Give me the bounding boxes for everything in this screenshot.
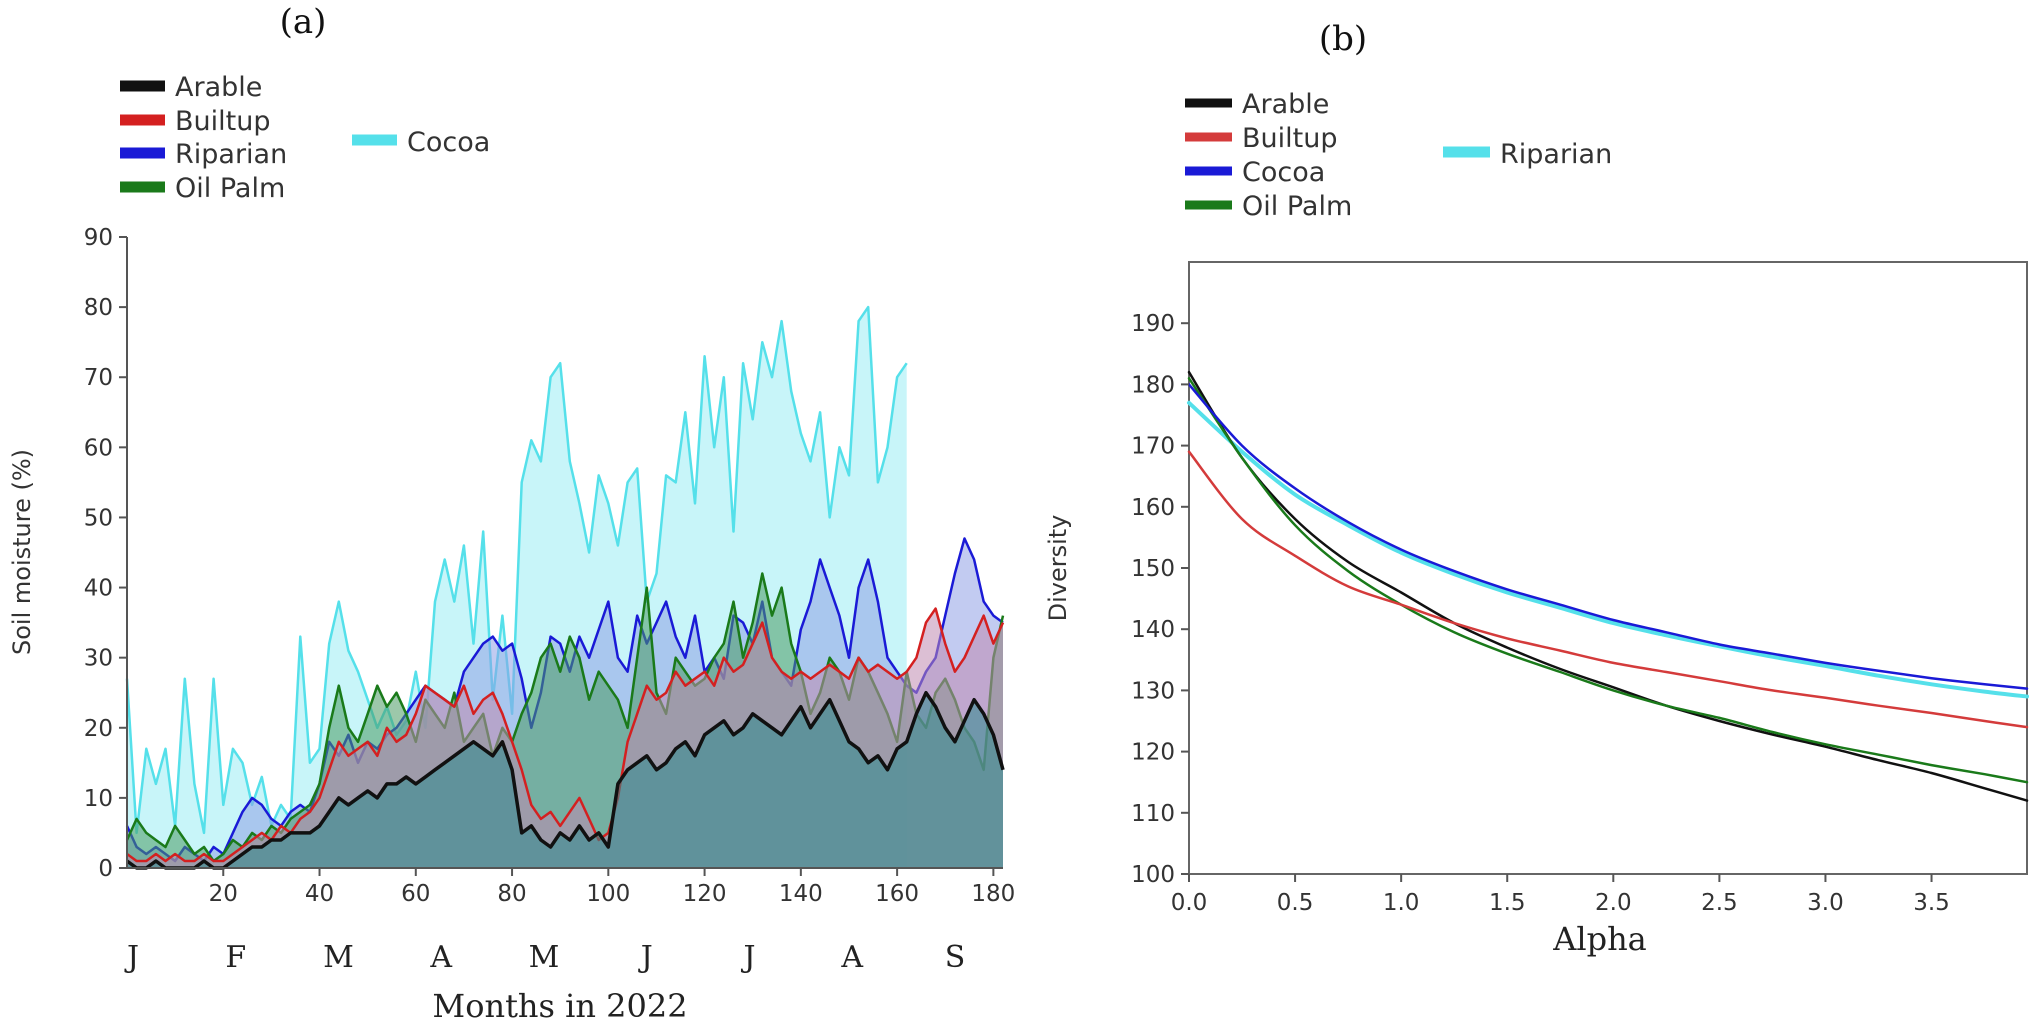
y-tick-label: 130 bbox=[1131, 678, 1175, 704]
x-tick-label: 0.5 bbox=[1277, 890, 1314, 916]
x-tick-label: 2.5 bbox=[1701, 890, 1738, 916]
panel-b-legend-item-riparian: Riparian bbox=[1443, 139, 1612, 170]
x-tick-label: 0.0 bbox=[1171, 890, 1208, 916]
x-tick-label: 1.0 bbox=[1383, 890, 1420, 916]
legend-label-riparian: Cocoa bbox=[407, 127, 490, 158]
y-tick-label: 120 bbox=[1131, 740, 1175, 766]
panel-b-label: (b) bbox=[1319, 19, 1367, 59]
panel-a-y-ticks: 0 10 20 30 40 50 60 70 80 90 bbox=[84, 225, 127, 882]
area-fill-arable bbox=[127, 692, 1003, 868]
month-label: M bbox=[529, 940, 560, 975]
legend-label-cocoa: Cocoa bbox=[1242, 157, 1325, 188]
y-tick-label: 110 bbox=[1131, 801, 1175, 827]
y-tick-label: 140 bbox=[1131, 617, 1175, 643]
y-tick-label: 170 bbox=[1131, 434, 1175, 460]
panel-a-legend-item-builtup: Builtup bbox=[120, 106, 270, 137]
y-tick-label: 190 bbox=[1131, 311, 1175, 337]
panel-a-legend-item-arable: Arable bbox=[120, 72, 262, 103]
panel-b-x-ticks: 0.0 0.5 1.0 1.5 2.0 2.5 3.0 3.5 bbox=[1171, 874, 1950, 916]
legend-label-oil-palm: Oil Palm bbox=[175, 173, 285, 204]
panel-b: (b) Arable Builtup Cocoa Oil Palm Ripari… bbox=[1044, 19, 2029, 958]
panel-a-legend-item-oil-palm: Oil Palm bbox=[120, 173, 285, 204]
panel-a-axes bbox=[126, 237, 1003, 869]
panel-b-legend: Arable Builtup Cocoa Oil Palm Riparian bbox=[1185, 89, 1612, 222]
series-line-riparian bbox=[1187, 400, 2029, 699]
x-tick-label: 3.0 bbox=[1807, 890, 1844, 916]
month-label: J bbox=[124, 940, 139, 975]
series-line-arable bbox=[1187, 370, 2029, 802]
x-tick-label: 120 bbox=[683, 881, 727, 907]
month-label: J bbox=[638, 940, 653, 975]
panel-a-y-axis-label: Soil moisture (%) bbox=[8, 449, 36, 655]
y-tick-label: 40 bbox=[84, 576, 113, 602]
panel-b-x-axis-label: Alpha bbox=[1552, 920, 1647, 958]
y-tick-label: 30 bbox=[84, 646, 113, 672]
y-tick-label: 160 bbox=[1131, 495, 1175, 521]
panel-b-plot-area bbox=[1187, 370, 2029, 802]
panel-a: (a) Arable Builtup Riparian Oil Palm Coc… bbox=[8, 2, 1015, 1021]
legend-label-oil-palm: Oil Palm bbox=[1242, 191, 1352, 222]
month-label: M bbox=[323, 940, 354, 975]
month-label: A bbox=[429, 940, 452, 975]
legend-label-builtup: Builtup bbox=[1242, 123, 1337, 154]
x-tick-label: 40 bbox=[305, 881, 334, 907]
panel-b-y-ticks: 100 110 120 130 140 150 160 170 180 190 bbox=[1131, 311, 1189, 888]
x-tick-label: 80 bbox=[497, 881, 526, 907]
y-tick-label: 100 bbox=[1131, 862, 1175, 888]
x-tick-label: 2.0 bbox=[1595, 890, 1632, 916]
y-tick-label: 20 bbox=[84, 716, 113, 742]
series-line-cocoa bbox=[1187, 383, 2029, 690]
panel-b-legend-item-arable: Arable bbox=[1185, 89, 1329, 120]
y-tick-label: 150 bbox=[1131, 556, 1175, 582]
panel-b-legend-item-oil-palm: Oil Palm bbox=[1185, 191, 1352, 222]
y-tick-label: 180 bbox=[1131, 372, 1175, 398]
panel-b-y-axis-label: Diversity bbox=[1044, 515, 1072, 622]
x-tick-label: 160 bbox=[875, 881, 919, 907]
x-tick-label: 180 bbox=[971, 881, 1015, 907]
panel-a-legend-item-cocoa: Riparian bbox=[120, 139, 287, 170]
series-line-riparian bbox=[125, 305, 908, 835]
panel-b-legend-item-cocoa: Cocoa bbox=[1185, 157, 1325, 188]
month-label: J bbox=[740, 940, 755, 975]
panel-b-legend-item-builtup: Builtup bbox=[1185, 123, 1337, 154]
x-tick-label: 140 bbox=[779, 881, 823, 907]
panel-a-x-axis-label: Months in 2022 bbox=[432, 987, 687, 1021]
legend-label-builtup: Builtup bbox=[175, 106, 270, 137]
y-tick-label: 60 bbox=[84, 435, 113, 461]
y-tick-label: 10 bbox=[84, 786, 113, 812]
x-tick-label: 100 bbox=[586, 881, 630, 907]
panel-a-label: (a) bbox=[280, 2, 327, 42]
series-line-arable bbox=[125, 690, 1005, 870]
y-tick-label: 80 bbox=[84, 295, 113, 321]
legend-label-cocoa: Riparian bbox=[175, 139, 287, 170]
month-label: A bbox=[840, 940, 863, 975]
month-label: S bbox=[945, 940, 966, 975]
legend-label-arable: Arable bbox=[175, 72, 262, 103]
panel-a-plot-area bbox=[125, 305, 1005, 870]
x-tick-label: 1.5 bbox=[1489, 890, 1526, 916]
series-line-oil-palm bbox=[1187, 377, 2029, 784]
x-tick-label: 20 bbox=[209, 881, 238, 907]
x-tick-label: 60 bbox=[401, 881, 430, 907]
panel-a-legend-item-riparian: Cocoa bbox=[352, 127, 490, 158]
series-line-builtup bbox=[1187, 450, 2029, 729]
y-tick-label: 70 bbox=[84, 365, 113, 391]
y-tick-label: 90 bbox=[84, 225, 113, 251]
y-tick-label: 0 bbox=[98, 856, 113, 882]
panel-a-legend: Arable Builtup Riparian Oil Palm Cocoa bbox=[120, 72, 490, 204]
panel-a-x-ticks: 20 40 60 80 100 120 140 160 180 bbox=[209, 868, 1015, 907]
x-tick-label: 3.5 bbox=[1913, 890, 1950, 916]
series-line-builtup bbox=[126, 607, 1005, 863]
y-tick-label: 50 bbox=[84, 505, 113, 531]
month-label: F bbox=[225, 940, 246, 975]
legend-label-riparian: Riparian bbox=[1500, 139, 1612, 170]
legend-label-arable: Arable bbox=[1242, 89, 1329, 120]
